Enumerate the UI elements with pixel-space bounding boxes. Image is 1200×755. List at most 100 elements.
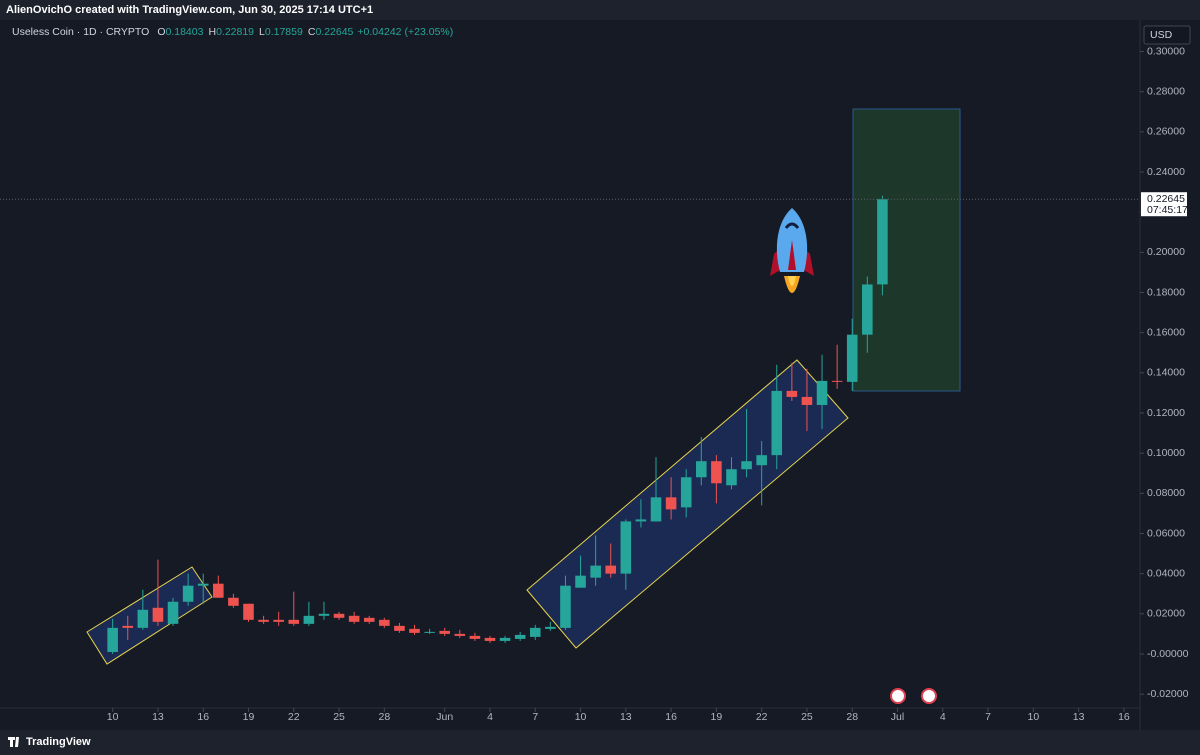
candle-body [499,637,511,641]
candle-body [333,613,345,618]
candle-body [152,607,164,622]
candle-body [454,633,466,636]
legend-value: 0.22819 [216,26,254,38]
candle-body [545,626,556,629]
candle-body [620,521,632,574]
candle-body [273,619,284,622]
y-tick-label: 0.08000 [1147,487,1185,499]
currency: USD [1150,29,1173,41]
x-tick-label: 13 [152,711,164,723]
candle-body [348,615,360,622]
channel-drawing [86,566,213,665]
currency-box [1143,25,1191,45]
footer: TradingView [26,736,91,748]
candle-body [303,615,315,624]
candle-body [590,565,601,578]
target-box [852,108,961,392]
header: AlienOvichO created with TradingView.com… [6,4,373,16]
x-tick-label: 25 [333,711,345,723]
candle-body [696,461,707,478]
candle-body [514,634,526,639]
candle-body [439,630,450,634]
y-tick-label: 0.20000 [1147,246,1185,258]
candle-body [786,390,798,397]
candle-body [167,601,179,624]
header-bar [0,0,1200,20]
y-tick-label: -0.00000 [1147,648,1189,660]
countdown: 07:45:17 [1147,204,1188,216]
candle-body [243,603,254,620]
x-tick-label: 19 [711,711,723,723]
legend-change: +0.04242 [357,26,401,38]
candle-body [650,497,662,522]
candle-body [122,625,134,628]
y-tick-label: 0.26000 [1147,126,1185,138]
candle-body [137,609,149,628]
y-tick-label: 0.14000 [1147,367,1185,379]
candle-body [711,461,722,484]
candle-body [741,461,752,470]
x-tick-label: 28 [846,711,858,723]
x-tick-label: 7 [532,711,538,723]
candle-body [484,637,496,641]
candle-body [756,455,767,466]
x-tick-label: 16 [665,711,677,723]
candle-body [831,380,843,382]
legend: Useless Coin · 1D · CRYPTO O0.18403 H0.228… [12,26,453,38]
rocket-icon [770,208,814,293]
candle-body [258,619,269,622]
candle-body [801,396,813,405]
y-tick-label: 0.18000 [1147,286,1185,298]
candle-body [665,497,677,510]
y-tick-label: 0.06000 [1147,527,1185,539]
candle-body [635,519,647,522]
candle-body [877,199,888,285]
candle-body [469,635,481,639]
x-tick-label: 10 [107,711,119,723]
y-tick-label: 0.04000 [1147,567,1185,579]
y-tick-label: 0.24000 [1147,166,1185,178]
x-tick-label: 4 [487,711,493,723]
x-tick-label: 16 [1118,711,1130,723]
candle-body [846,334,858,382]
y-tick-label: 0.12000 [1147,407,1185,419]
candle-body [816,380,828,405]
y-tick-label: 0.28000 [1147,85,1185,97]
candle-body [288,619,300,624]
legend-key: L [259,26,265,38]
candle-body [363,617,375,622]
candle-body [560,585,571,628]
x-tick-label: 22 [288,711,300,723]
x-tick-label: 7 [985,711,991,723]
x-tick-label: 13 [620,711,632,723]
y-tick-label: 0.02000 [1147,608,1185,620]
logo [8,737,19,747]
legend-change-pct: (+23.05%) [405,26,454,38]
candle-body [771,390,783,456]
x-tick-label: 19 [243,711,255,723]
candle-body [605,565,617,574]
y-tick-label: 0.30000 [1147,45,1185,57]
y-tick-label: -0.02000 [1147,688,1189,700]
legend-key: O [157,26,165,38]
candle-body [107,627,118,652]
legend-value: 0.18403 [166,26,204,38]
legend-key: H [208,26,216,38]
footer-bar [0,730,1200,755]
x-tick-label: Jul [891,711,904,723]
candle-body [726,469,737,486]
candle-body [529,627,541,637]
y-tick-label: 0.10000 [1147,447,1185,459]
candle-body [318,613,330,616]
candle-body [213,583,224,598]
candle-body [182,585,194,602]
candle-body [409,628,420,633]
x-tick-label: 16 [197,711,209,723]
candle-body [394,625,405,631]
event-icon [890,688,937,704]
legend-value: 0.22645 [315,26,353,38]
x-tick-label: 10 [575,711,587,723]
x-tick-label: 28 [378,711,390,723]
